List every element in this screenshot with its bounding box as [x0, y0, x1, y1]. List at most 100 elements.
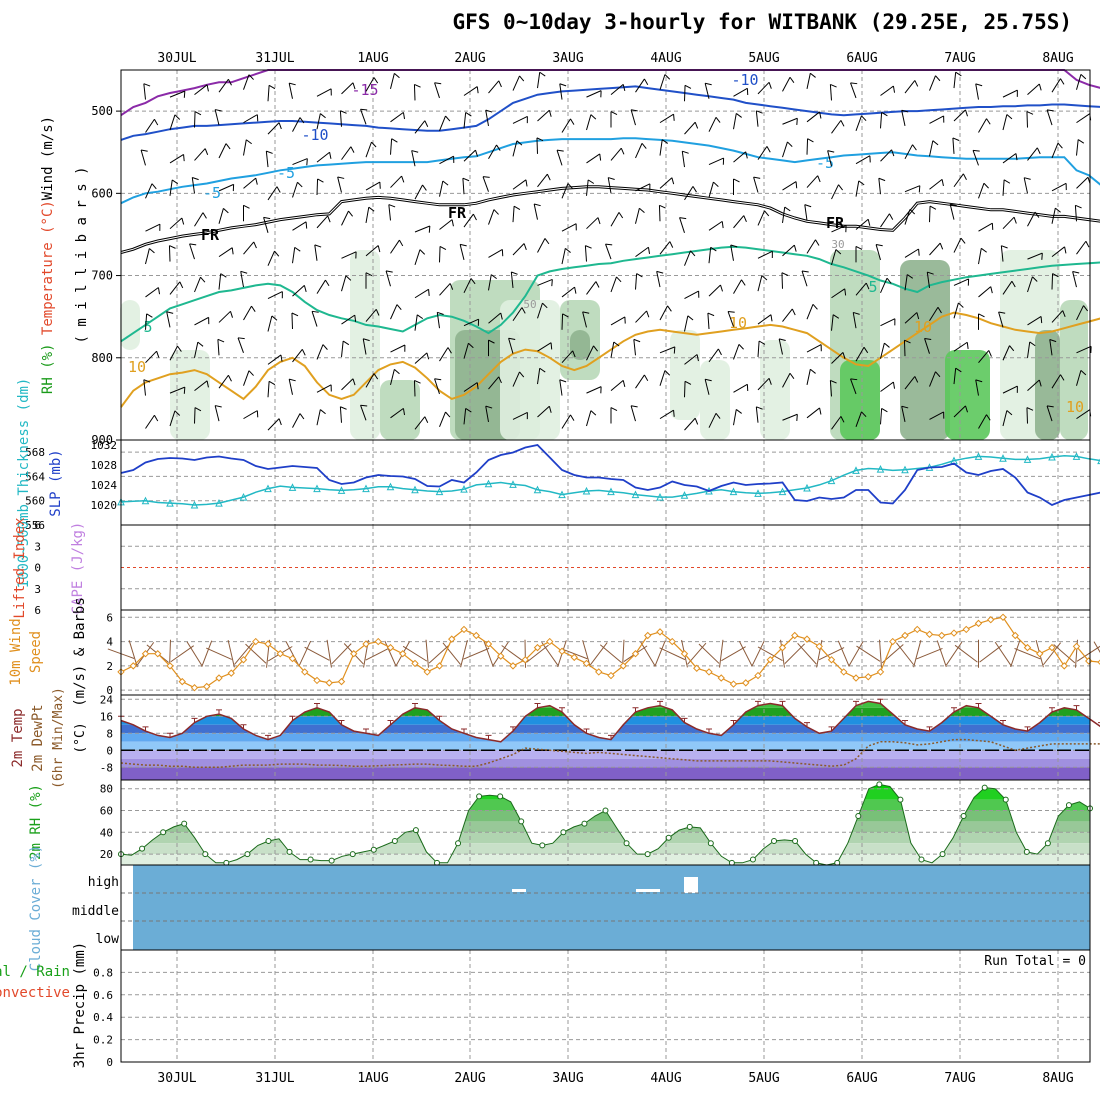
- bottom-date-label: 1AUG: [357, 1071, 388, 1086]
- wind-barb-shaft: [289, 83, 292, 99]
- rh-band: [121, 789, 1090, 800]
- wind-barb-shaft: [415, 185, 423, 199]
- top-date-label: 31JUL: [255, 51, 294, 66]
- wind-barb-shaft: [342, 211, 349, 225]
- wind-barb: [611, 317, 628, 330]
- wind-barb: [734, 344, 745, 361]
- wind-barb-flag: [565, 248, 571, 252]
- wind-barb-shaft: [486, 110, 489, 126]
- wind-barb-flag: [659, 205, 665, 208]
- wind10m-barb: [857, 646, 880, 661]
- precip-legend-convective: Convective: [0, 985, 70, 1001]
- wind-barb: [244, 178, 260, 193]
- cloud-tick-label: middle: [72, 904, 119, 919]
- wind-barb-shaft: [391, 345, 405, 352]
- wind-barb-shaft: [881, 112, 882, 128]
- wind-barb: [268, 123, 283, 139]
- wind-barb-shaft: [560, 380, 562, 396]
- wind-barb-shaft: [215, 406, 219, 422]
- wind-barb-shaft: [440, 220, 453, 230]
- wind-barb-shaft: [709, 182, 713, 197]
- wind-barb-shaft: [905, 186, 920, 192]
- wind-barb-shaft: [953, 138, 954, 154]
- rh-marker: [329, 858, 334, 863]
- contour-label: FR: [201, 226, 220, 244]
- wind10m-ylabel-speed: Speed: [28, 631, 44, 673]
- wind-barb-shaft: [391, 112, 404, 121]
- wind-barb: [660, 306, 673, 323]
- wind-barb-flag: [320, 410, 326, 414]
- wind-barb-flag: [317, 179, 323, 182]
- wind10m-barb: [849, 642, 863, 666]
- wind-barb: [685, 418, 700, 434]
- rh-marker: [266, 839, 271, 844]
- wind-barb-flag: [197, 342, 203, 346]
- wind-barb: [292, 313, 299, 329]
- wind-barb-flag: [218, 339, 224, 342]
- wind10m-marker: [914, 626, 920, 632]
- wind10m-barb: [332, 644, 351, 664]
- rh-marker: [498, 794, 503, 799]
- contour-label: 10: [128, 358, 146, 376]
- wind-barb-shaft: [1047, 110, 1052, 125]
- wind-barb-shaft: [802, 271, 807, 286]
- precip-tick-label: 0.6: [93, 989, 113, 1002]
- wind-barb-shaft: [562, 415, 570, 429]
- temp-tick-label: 24: [100, 693, 114, 706]
- wind-barb: [340, 406, 347, 422]
- wind-barb: [930, 141, 939, 158]
- wind-barb: [659, 205, 666, 221]
- wind-barb-shaft: [513, 206, 514, 222]
- wind-barb-shaft: [169, 246, 170, 262]
- wind-barb: [167, 310, 176, 327]
- wind-barb-flag: [713, 182, 720, 187]
- wind-barb-shaft: [950, 204, 954, 220]
- rh-marker: [898, 797, 903, 802]
- wind-barb-shaft: [391, 305, 398, 320]
- wind-barb-shaft: [979, 119, 987, 133]
- wind-barb-shaft: [391, 139, 392, 155]
- wind-barb-shaft: [930, 243, 941, 255]
- wind-barb-shaft: [534, 204, 537, 220]
- rh-marker: [308, 857, 313, 862]
- wind-barb: [660, 140, 668, 157]
- wind-barb-shaft: [954, 72, 956, 88]
- wind-barb: [338, 176, 348, 193]
- pressure-tick-label: 600: [91, 186, 113, 200]
- wind-barb-flag: [1027, 111, 1033, 114]
- wind-barb-shaft: [807, 139, 808, 155]
- precip-tick-label: 0.4: [93, 1011, 113, 1024]
- rh-shading-rh-mid: [1060, 300, 1088, 440]
- wind-barb-shaft: [904, 340, 905, 356]
- wind10m-ylabel: 10m Wind: [8, 618, 24, 685]
- slp-tick-label: 1024: [91, 479, 118, 492]
- wind-barb: [631, 108, 641, 125]
- wind-barb-flag: [343, 341, 349, 345]
- wind10m-marker: [339, 679, 345, 685]
- wind-barb: [317, 216, 332, 232]
- wind10m-barb: [299, 641, 311, 666]
- wind-barb-shaft: [268, 251, 275, 266]
- rh-bands: [121, 778, 1090, 865]
- wind10m-ylabel-barbs: (m/s) & Barbs: [72, 597, 88, 707]
- wind-barb-shaft: [979, 183, 984, 198]
- wind-barb-shaft: [317, 89, 331, 97]
- wind-barb-shaft: [734, 113, 737, 129]
- wind-barb-shaft: [317, 345, 323, 360]
- rh-shading-rh-mid: [380, 380, 420, 440]
- wind-barb-shaft: [440, 116, 446, 131]
- wind-barb: [268, 85, 275, 101]
- wind-barb-shaft: [414, 84, 415, 100]
- wind-barb: [807, 73, 816, 90]
- wind-barb: [389, 204, 397, 221]
- wind-barb-flag: [930, 206, 936, 209]
- wind-barb-flag: [830, 84, 836, 87]
- rh-band: [121, 821, 1090, 832]
- wind-barb-shaft: [930, 116, 944, 124]
- bottom-date-label: 3AUG: [552, 1071, 583, 1086]
- temp-tick-label: 0: [106, 744, 113, 757]
- wind-barb-shaft: [807, 240, 815, 254]
- wind-barb-shaft: [881, 86, 894, 95]
- wind-barb: [391, 240, 405, 257]
- wind-barb: [293, 222, 310, 236]
